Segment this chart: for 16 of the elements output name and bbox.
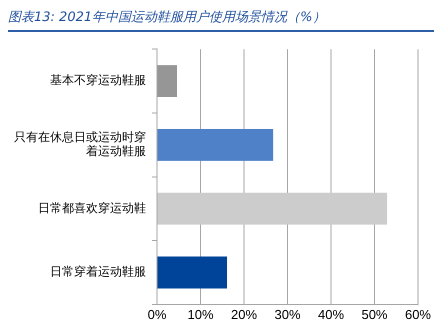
bar <box>158 128 274 161</box>
x-tick-label: 0% <box>148 306 167 322</box>
x-tick-label: 20% <box>230 306 258 322</box>
chart-title: 图表13: 2021年中国运动鞋服用户使用场景情况（%） <box>8 8 434 32</box>
bar <box>158 256 228 288</box>
bar <box>158 65 178 98</box>
x-tick-label: 60% <box>404 306 432 322</box>
y-tick-label: 基本不穿运动鞋服 <box>50 73 146 88</box>
bar <box>158 192 388 225</box>
x-tick-label: 30% <box>274 306 301 322</box>
y-tick-label: 只有在休息日或运动时穿着运动鞋服 <box>14 130 146 158</box>
y-tick-label: 日常都喜欢穿运动鞋 <box>38 200 146 215</box>
y-tick-label: 日常穿着运动鞋服 <box>50 264 146 279</box>
x-tick-label: 40% <box>318 306 344 322</box>
x-tick-label: 10% <box>187 306 214 322</box>
x-tick-label: 50% <box>361 306 388 322</box>
